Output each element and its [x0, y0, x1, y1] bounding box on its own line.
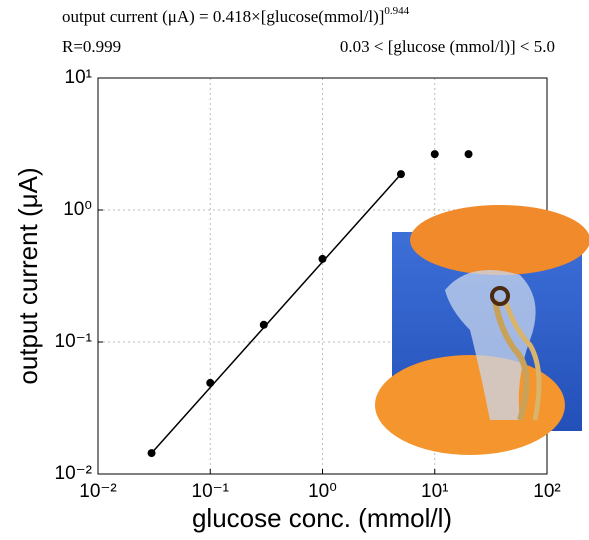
data-point: [396, 170, 405, 179]
y-tick-label: 10⁻¹: [55, 331, 93, 352]
data-point: [464, 150, 473, 159]
data-point: [318, 254, 327, 263]
subtitle-right: 0.03 < [glucose (mmol/l)] < 5.0: [340, 37, 555, 56]
x-tick-label: 10⁰: [308, 481, 337, 502]
data-point: [430, 150, 439, 159]
x-axis-label: glucose conc. (mmol/l): [192, 503, 452, 533]
y-tick-label: 10⁻²: [55, 463, 93, 484]
y-tick-label: 10¹: [65, 67, 92, 88]
photo-inset: [375, 205, 589, 455]
title-main: output current (μA) = 0.418×[glucose(mmo…: [62, 7, 384, 26]
data-point: [206, 378, 215, 387]
data-point: [147, 449, 156, 458]
title-exponent: 0.944: [384, 5, 409, 17]
y-tick-label: 10⁰: [63, 199, 92, 220]
x-tick-label: 10²: [533, 481, 560, 502]
subtitle-left: R=0.999: [62, 37, 121, 56]
x-tick-label: 10¹: [421, 481, 448, 502]
y-axis-label: output current (μA): [13, 167, 43, 384]
title: output current (μA) = 0.418×[glucose(mmo…: [62, 5, 410, 26]
x-tick-label: 10⁻¹: [192, 481, 230, 502]
fit-line: [150, 173, 402, 454]
data-point: [259, 320, 268, 329]
x-tick-label: 10⁻²: [79, 481, 117, 502]
